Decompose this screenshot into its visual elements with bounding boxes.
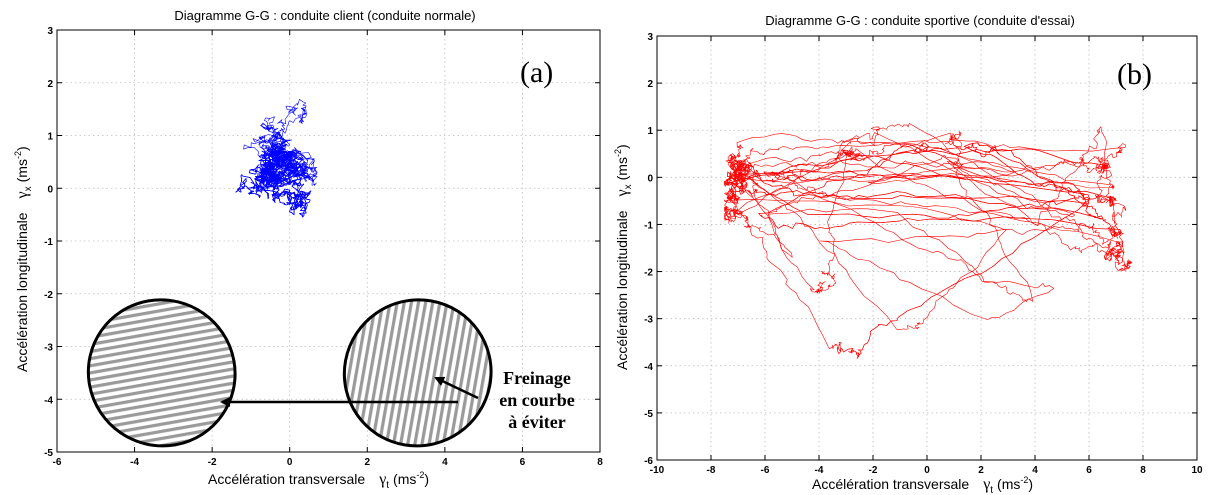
y-tick-label: -1 [644,220,653,231]
avoid-region-right [342,298,493,448]
x-tick-label: 8 [1140,465,1146,476]
x-tick-label: -6 [761,465,770,476]
annotation-text-line: Freinage [503,368,571,388]
panel-b: Diagramme G-G : conduite sportive (condu… [613,13,1203,495]
x-tick-label: -2 [208,457,217,468]
x-tick-label: 0 [287,457,293,468]
panel-b-y-axis-label: Accélération longitudinaleγx(ms-2) [613,144,634,370]
trajectory-line [725,123,1133,330]
panel-a-letter: (a) [520,56,553,89]
y-tick-label: 1 [647,126,653,137]
x-tick-label: 8 [597,457,603,468]
panel-b-x-axis-label: Accélération transversale γt (ms-2) [812,475,1033,495]
y-tick-label: 0 [47,184,53,195]
x-tick-label: -8 [707,465,716,476]
y-tick-label: -2 [644,268,653,279]
x-tick-label: 6 [520,457,526,468]
y-tick-label: 3 [647,32,653,43]
x-tick-label: -2 [869,465,878,476]
y-tick-label: -3 [44,343,53,354]
panel-b-series [724,123,1133,359]
x-tick-label: 6 [1086,465,1092,476]
annotation-text-line: à éviter [508,412,565,432]
x-tick-label: 4 [1032,465,1038,476]
x-tick-label: 0 [924,465,930,476]
y-tick-label: 2 [47,79,53,90]
x-tick-label: 2 [978,465,984,476]
y-tick-label: -1 [44,237,53,248]
y-tick-label: 3 [47,26,53,37]
panel-a: Diagramme G-G : conduite client (conduit… [13,8,603,491]
y-tick-label: -6 [644,456,653,467]
trajectory-line [724,140,1015,258]
panel-a-ticks: -6 -4 -2 0 2 4 6 8 -5 -4 -3 -2 -1 0 1 2 3 [44,26,603,468]
trajectory-line [730,126,1111,302]
trajectory-line [725,142,1127,320]
panel-b-letter: (b) [1117,58,1152,91]
trajectory-line [724,142,1122,235]
x-tick-label: -10 [650,465,665,476]
y-tick-label: 2 [647,79,653,90]
arrow-to-right-region [434,376,479,400]
x-tick-label: -4 [815,465,824,476]
y-tick-label: -5 [644,409,653,420]
trajectory-line [247,148,299,198]
panel-b-grid [657,36,1197,460]
x-tick-label: 2 [365,457,371,468]
panel-a-title: Diagramme G-G : conduite client (conduit… [174,8,475,23]
panel-a-x-axis-label: Accélération transversale γt (ms-2) [208,470,429,491]
panel-b-title: Diagramme G-G : conduite sportive (condu… [765,13,1075,28]
y-tick-label: -5 [44,448,53,459]
y-tick-label: -4 [44,395,53,406]
y-tick-label: -3 [644,315,653,326]
trajectory-line [737,142,1117,359]
annotation-text-line: en courbe [499,390,575,410]
x-tick-label: 10 [1191,465,1203,476]
y-tick-label: 0 [647,173,653,184]
x-tick-label: -6 [53,457,62,468]
y-tick-label: -4 [644,362,653,373]
panel-a-series [235,99,318,218]
y-tick-label: -2 [44,290,53,301]
panel-a-y-axis-label: Accélération longitudinaleγx(ms-2) [13,146,34,372]
x-tick-label: 4 [442,457,448,468]
avoid-region-left [86,298,237,448]
y-tick-label: 1 [47,132,53,143]
x-tick-label: -4 [130,457,139,468]
